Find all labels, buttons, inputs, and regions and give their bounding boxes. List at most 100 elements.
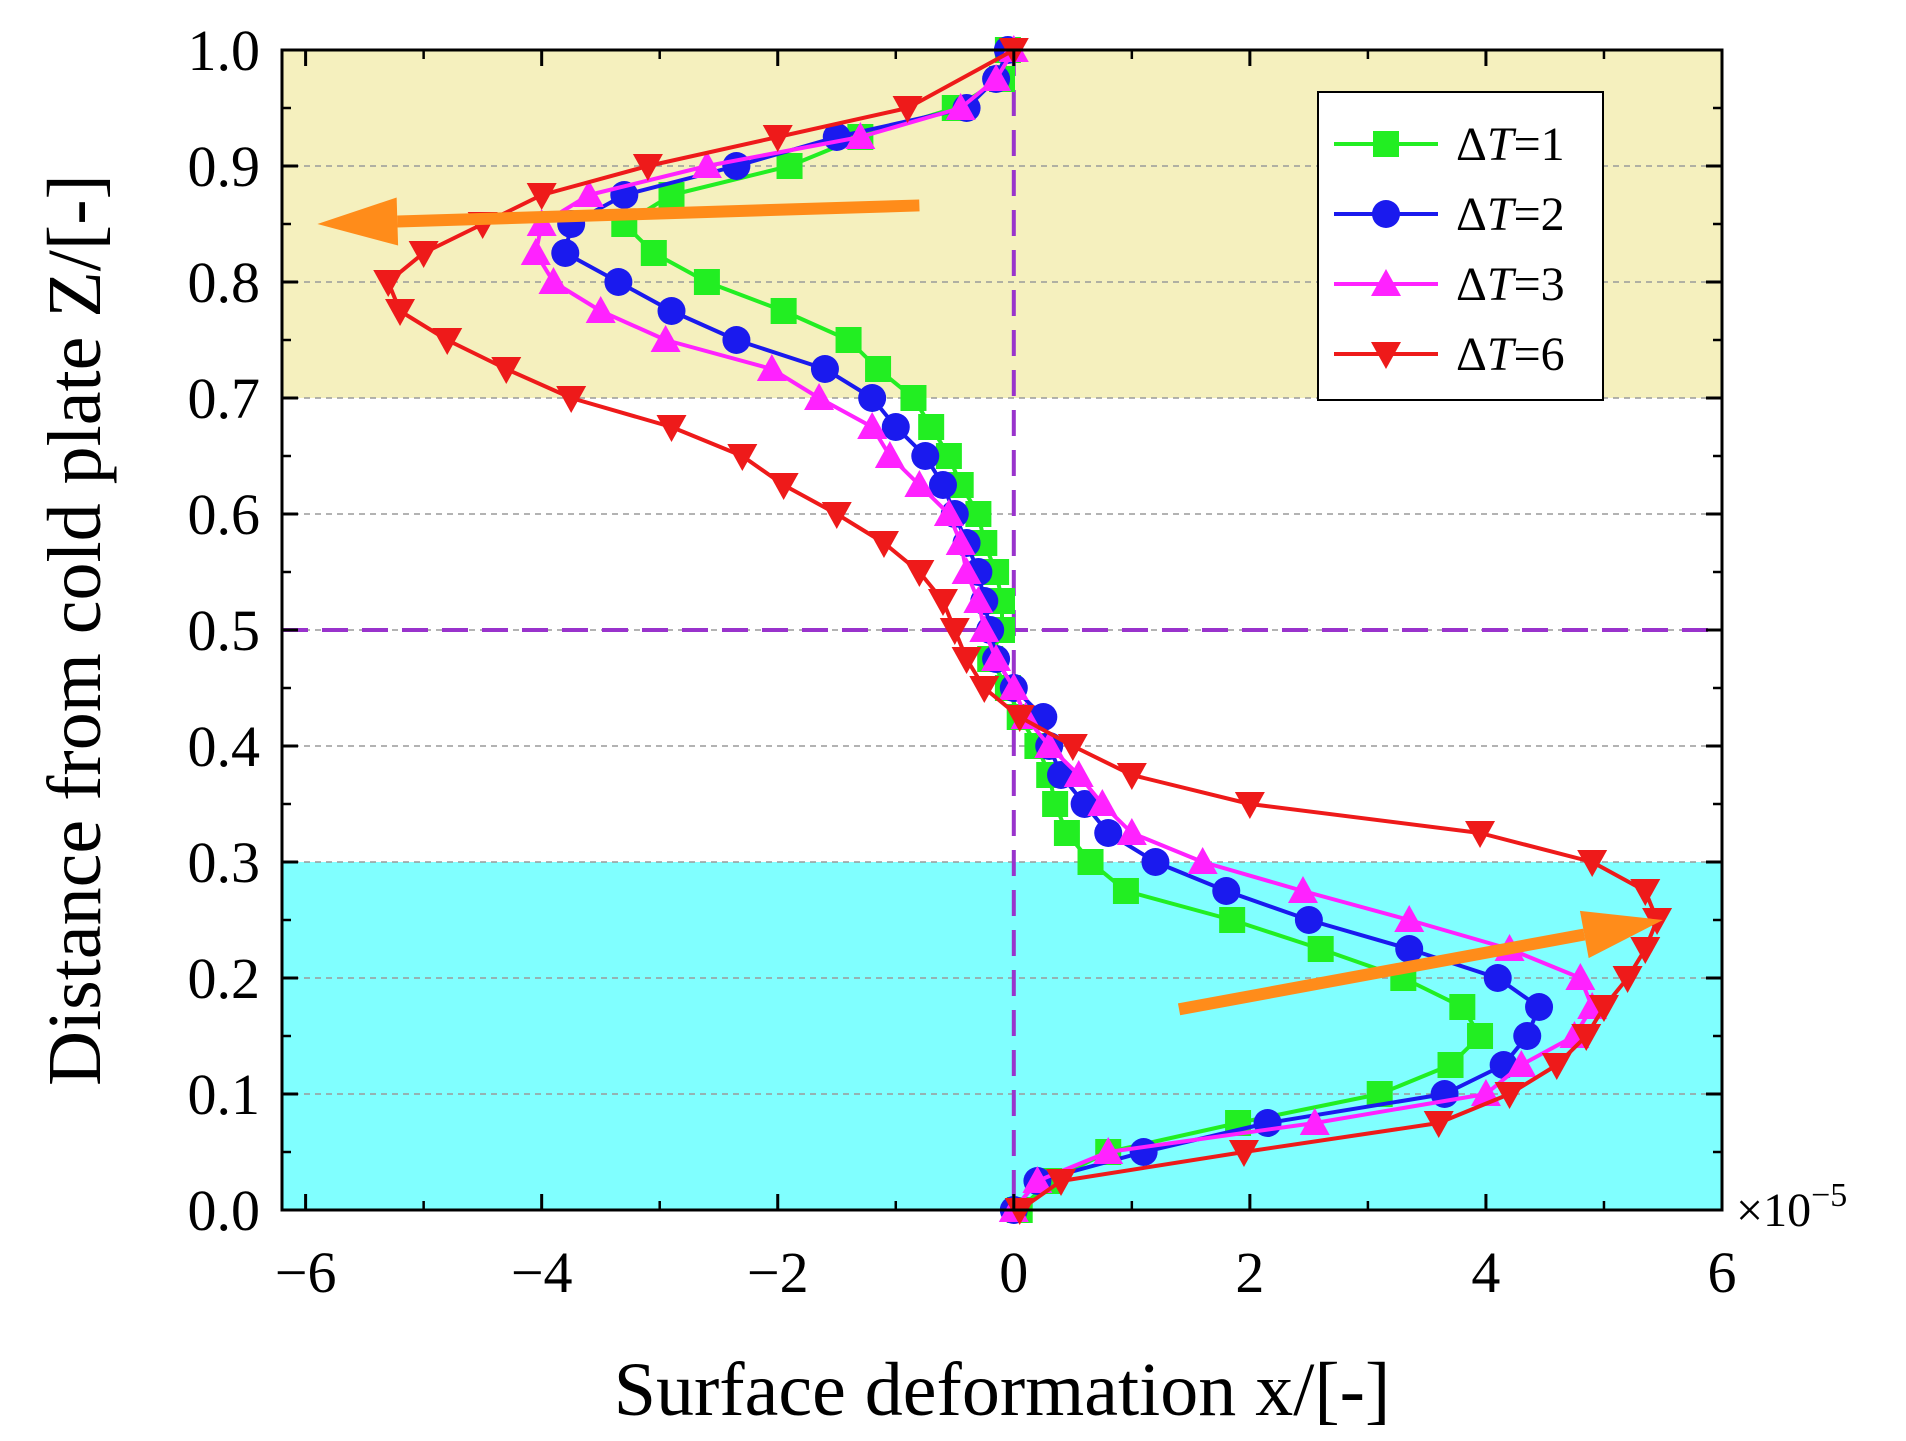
data-point — [1525, 993, 1554, 1021]
series-3 — [520, 35, 1608, 1222]
data-point — [963, 586, 994, 613]
data-point — [1087, 789, 1118, 816]
data-point — [857, 412, 888, 439]
x-tick-label: −4 — [511, 1240, 573, 1305]
data-point — [1034, 731, 1065, 758]
legend-label: ΔT=3 — [1456, 258, 1565, 311]
data-point — [556, 386, 587, 413]
y-tick-label: 0.5 — [188, 598, 261, 663]
x-tick-label: 2 — [1235, 1240, 1264, 1305]
y-tick-label: 0.2 — [188, 946, 261, 1011]
axis-ticks: −6 −4 −2 0 2 4 6 0.0 0.1 0.2 0.3 0.4 0.5 0.6 0.7 0.8 0.9… — [188, 18, 1737, 1305]
data-point — [1287, 876, 1318, 903]
data-point — [969, 676, 1000, 703]
data-point — [1057, 734, 1088, 761]
data-point — [1112, 878, 1139, 904]
data-point — [1630, 937, 1661, 964]
y-axis-title: Distance from cold plate Z/[-] — [33, 174, 117, 1086]
data-point — [904, 560, 935, 587]
data-point — [1630, 879, 1661, 906]
data-point — [858, 384, 887, 412]
y-tick-label: 0.3 — [188, 830, 261, 895]
legend-entry-2: ΔT=2 — [1334, 188, 1565, 241]
data-point — [804, 383, 835, 410]
data-point — [1094, 819, 1123, 847]
legend-marker — [1372, 200, 1400, 228]
legend-delta: Δ — [1456, 188, 1487, 241]
y-tick-label: 0.1 — [188, 1062, 261, 1127]
data-point — [538, 267, 569, 294]
x-tick-label: 0 — [999, 1240, 1028, 1305]
legend-label: ΔT=1 — [1456, 118, 1565, 171]
legend-value: =1 — [1514, 118, 1565, 171]
x-multiplier-label: ×10−5 — [1736, 1177, 1847, 1237]
data-point — [408, 241, 439, 268]
series-4 — [373, 38, 1673, 1225]
data-point — [1571, 1024, 1602, 1051]
legend: ΔT=1ΔT=2ΔT=3ΔT=6 — [1317, 91, 1604, 401]
x-tick-label: −6 — [275, 1240, 337, 1305]
hot-region — [282, 862, 1722, 1210]
data-point — [981, 644, 1012, 671]
data-point — [1004, 705, 1035, 732]
data-point — [1395, 935, 1424, 963]
data-point — [520, 238, 551, 265]
y-tick-label: 0.0 — [188, 1178, 261, 1243]
data-point — [1063, 760, 1094, 787]
legend-label: ΔT=2 — [1456, 188, 1565, 241]
data-point — [1234, 792, 1265, 819]
data-point — [918, 414, 945, 440]
data-point — [1042, 791, 1069, 817]
legend-entry-4: ΔT=6 — [1334, 328, 1565, 381]
x-tick-label: 4 — [1471, 1240, 1500, 1305]
legend-delta: Δ — [1456, 328, 1487, 381]
data-point — [1588, 995, 1619, 1022]
data-point — [640, 240, 667, 266]
x-tick-label: 6 — [1708, 1240, 1737, 1305]
data-point — [1506, 1050, 1537, 1077]
data-point — [998, 673, 1029, 700]
data-point — [1093, 1137, 1124, 1164]
data-point — [1307, 936, 1334, 962]
data-point — [1022, 1166, 1053, 1193]
data-point — [656, 415, 687, 442]
data-point — [904, 470, 935, 497]
data-point — [776, 153, 803, 179]
data-point — [951, 557, 982, 584]
data-point — [1053, 820, 1080, 846]
data-point — [693, 269, 720, 295]
data-point — [1394, 905, 1425, 932]
data-point — [650, 325, 681, 352]
legend-variable: T — [1487, 118, 1517, 171]
data-point — [1483, 964, 1512, 992]
data-point — [1116, 763, 1147, 790]
y-tick-label: 0.7 — [188, 366, 261, 431]
data-point — [691, 151, 722, 178]
data-point — [835, 327, 862, 353]
data-point — [722, 326, 751, 354]
legend-entry-3: ΔT=3 — [1334, 258, 1565, 311]
data-point — [762, 125, 793, 152]
arrow-shaft — [1177, 928, 1586, 1016]
data-point — [585, 296, 616, 323]
data-point — [933, 499, 964, 526]
data-point — [1141, 848, 1170, 876]
series-group — [373, 35, 1673, 1225]
y-tick-label: 0.9 — [188, 134, 261, 199]
data-point — [1437, 1052, 1464, 1078]
data-point — [981, 64, 1012, 91]
data-point — [865, 356, 892, 382]
data-point — [821, 502, 852, 529]
x-multiplier-base: ×10 — [1736, 1184, 1811, 1237]
data-point — [756, 354, 787, 381]
data-point — [928, 471, 957, 499]
data-point — [604, 268, 633, 296]
x-tick-label: −2 — [747, 1240, 809, 1305]
x-multiplier-exponent: −5 — [1811, 1177, 1847, 1214]
data-point — [1565, 963, 1596, 990]
data-point — [768, 473, 799, 500]
data-point — [491, 357, 522, 384]
data-point — [432, 328, 463, 355]
data-point — [1299, 1108, 1330, 1135]
y-tick-label: 0.6 — [188, 482, 261, 547]
